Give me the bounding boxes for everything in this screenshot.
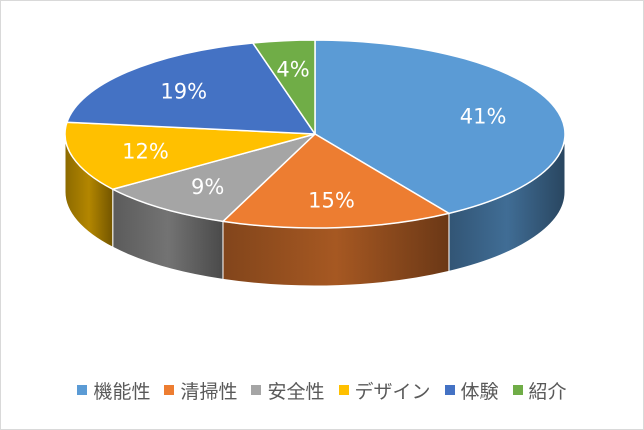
pie-top bbox=[64, 39, 566, 229]
legend-item: デザイン bbox=[338, 377, 431, 404]
legend: 機能性 清掃性 安全性 デザイン 体験 紹介 bbox=[0, 370, 644, 410]
pie-chart: 41% 15% 9% 12% 19% 4% bbox=[64, 39, 566, 287]
legend-label: 安全性 bbox=[267, 380, 325, 403]
legend-label: 体験 bbox=[460, 380, 499, 403]
legend-swatch bbox=[444, 385, 455, 395]
pie-slice bbox=[64, 121, 316, 191]
legend-label: デザイン bbox=[354, 380, 431, 403]
pie-slice bbox=[252, 39, 316, 135]
legend-swatch bbox=[77, 385, 88, 395]
data-label: 41% bbox=[460, 105, 507, 129]
legend-label: 機能性 bbox=[93, 380, 151, 403]
data-labels: 41% 15% 9% 12% 19% 4% bbox=[122, 58, 506, 213]
pie-slice bbox=[222, 133, 450, 229]
data-label: 9% bbox=[191, 175, 224, 199]
legend-item: 清掃性 bbox=[164, 377, 237, 404]
legend-item: 機能性 bbox=[77, 377, 150, 404]
pie-slice bbox=[314, 39, 566, 215]
legend-label: 紹介 bbox=[528, 380, 567, 403]
legend-swatch bbox=[338, 385, 349, 395]
data-label: 19% bbox=[160, 80, 207, 104]
legend-item: 紹介 bbox=[512, 377, 567, 404]
legend-swatch bbox=[164, 385, 175, 395]
data-label: 4% bbox=[276, 58, 309, 82]
pie-slice bbox=[111, 133, 316, 223]
data-label: 12% bbox=[122, 139, 169, 163]
legend-item: 体験 bbox=[444, 377, 499, 404]
legend-swatch bbox=[512, 385, 523, 395]
legend-item: 安全性 bbox=[251, 377, 325, 404]
legend-label: 清掃性 bbox=[180, 380, 238, 403]
data-label: 15% bbox=[308, 189, 355, 213]
pie-slice bbox=[66, 42, 316, 135]
legend-swatch bbox=[251, 385, 262, 395]
